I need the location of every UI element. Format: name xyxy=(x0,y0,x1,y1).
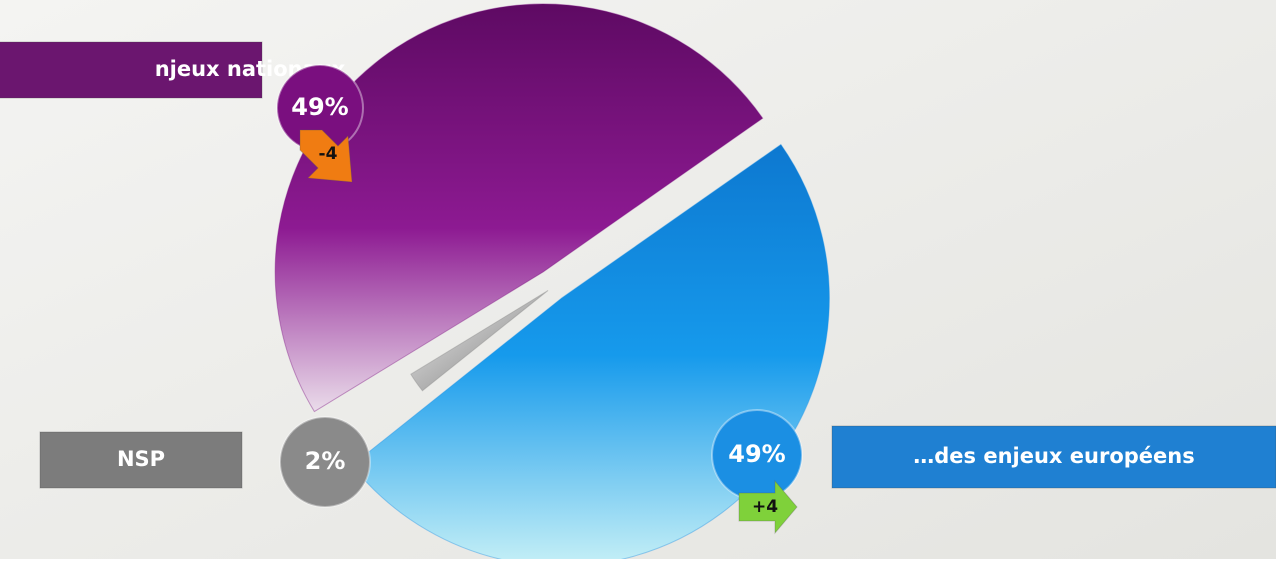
change-label: -4 xyxy=(319,144,338,164)
category-box xyxy=(831,425,1276,489)
value-bubble xyxy=(279,416,371,508)
value-label: 2% xyxy=(305,447,346,475)
category-box xyxy=(0,41,263,99)
category-box xyxy=(39,431,243,489)
pie-slice xyxy=(274,3,764,413)
change-arrow xyxy=(299,129,353,183)
pie-slice xyxy=(410,290,549,392)
value-label: 49% xyxy=(291,93,348,121)
category-label: NSP xyxy=(117,447,165,471)
category-label: …des enjeux européens xyxy=(913,444,1194,468)
change-label: +4 xyxy=(752,497,778,517)
value-label: 49% xyxy=(728,440,785,468)
change-arrow xyxy=(738,479,798,535)
pie-slice xyxy=(351,143,830,563)
